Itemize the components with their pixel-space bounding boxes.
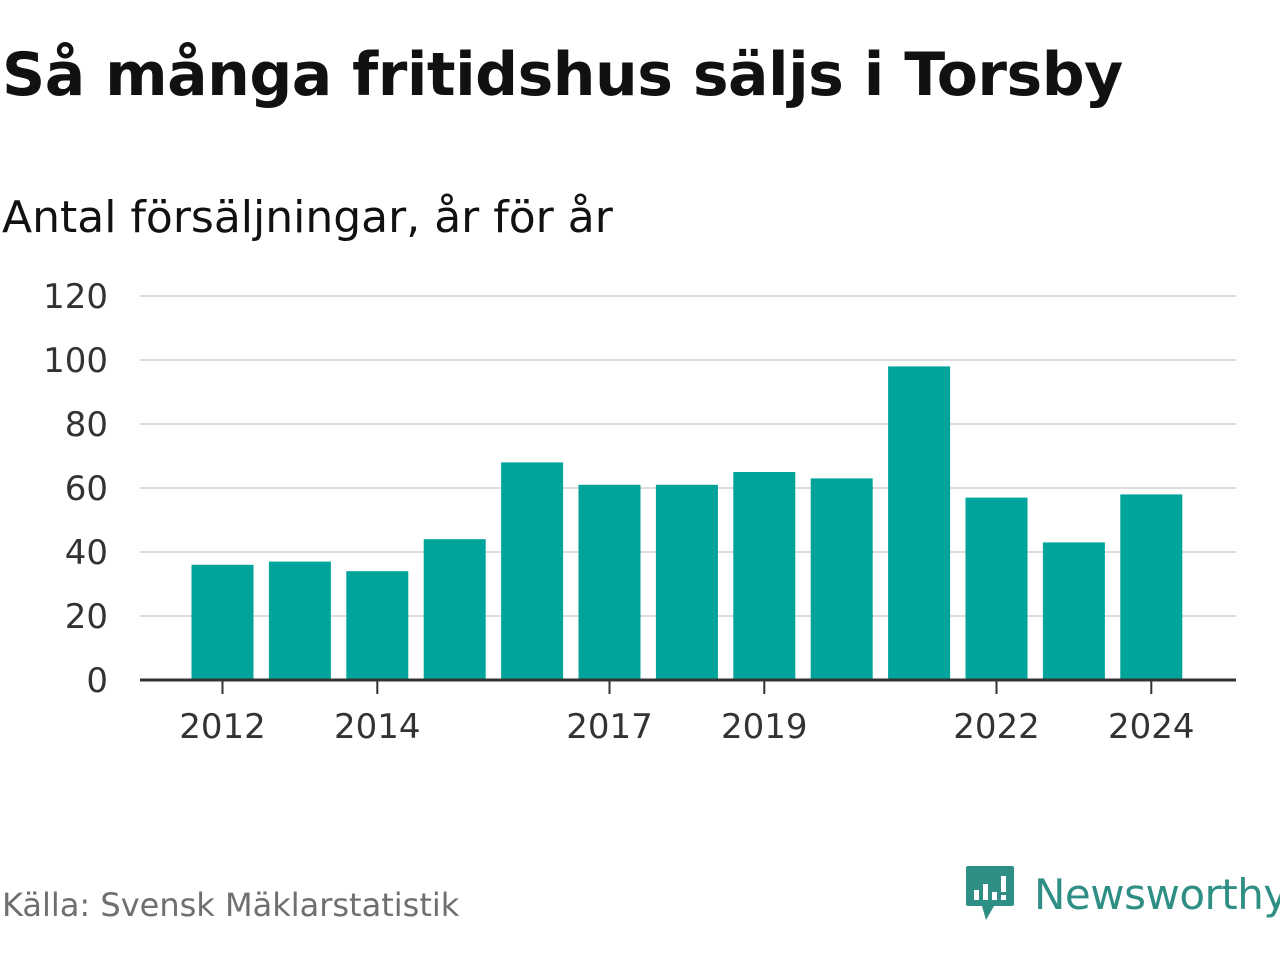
- x-tick-label-2024: 2024: [1108, 707, 1195, 747]
- bar-2017: [578, 484, 641, 680]
- y-axis-ticks: 0 20 40 60 80 100 120: [43, 277, 108, 701]
- x-tick-label-2019: 2019: [721, 707, 808, 747]
- bar-2024: [1120, 494, 1183, 680]
- x-tick-label-2012: 2012: [179, 707, 266, 747]
- bar-2016: [501, 462, 564, 680]
- bar-2012: [191, 564, 254, 680]
- brand-name: Newsworthy: [1034, 869, 1280, 919]
- y-tick-label-120: 120: [43, 277, 108, 317]
- bar-2023: [1042, 542, 1105, 680]
- x-tick-label-2017: 2017: [566, 707, 653, 747]
- source-note: Källa: Svensk Mäklarstatistik: [2, 886, 460, 924]
- bar-2019: [733, 472, 796, 680]
- bar-2014: [346, 571, 409, 680]
- y-tick-label-40: 40: [65, 533, 108, 573]
- bar-2021: [888, 366, 951, 680]
- bar-2013: [268, 561, 331, 680]
- bar-2015: [423, 539, 486, 680]
- brand-logo: Newsworthy: [964, 864, 1280, 924]
- y-tick-label-100: 100: [43, 341, 108, 381]
- bar-2022: [965, 497, 1028, 680]
- bar-2020: [810, 478, 873, 680]
- chart-subtitle: Antal försäljningar, år för år: [2, 192, 613, 243]
- newsworthy-logo-icon: [966, 866, 1014, 920]
- y-tick-label-0: 0: [86, 661, 108, 701]
- y-tick-label-20: 20: [65, 597, 108, 637]
- bar-2018: [655, 484, 718, 680]
- x-axis-ticks: 2012 2014 2017 2019 2022 2024: [179, 680, 1195, 747]
- y-tick-label-80: 80: [65, 405, 108, 445]
- x-tick-label-2022: 2022: [953, 707, 1040, 747]
- bars: [191, 366, 1183, 680]
- y-tick-label-60: 60: [65, 469, 108, 509]
- chart-title: Så många fritidshus säljs i Torsby: [2, 40, 1123, 110]
- x-tick-label-2014: 2014: [334, 707, 421, 747]
